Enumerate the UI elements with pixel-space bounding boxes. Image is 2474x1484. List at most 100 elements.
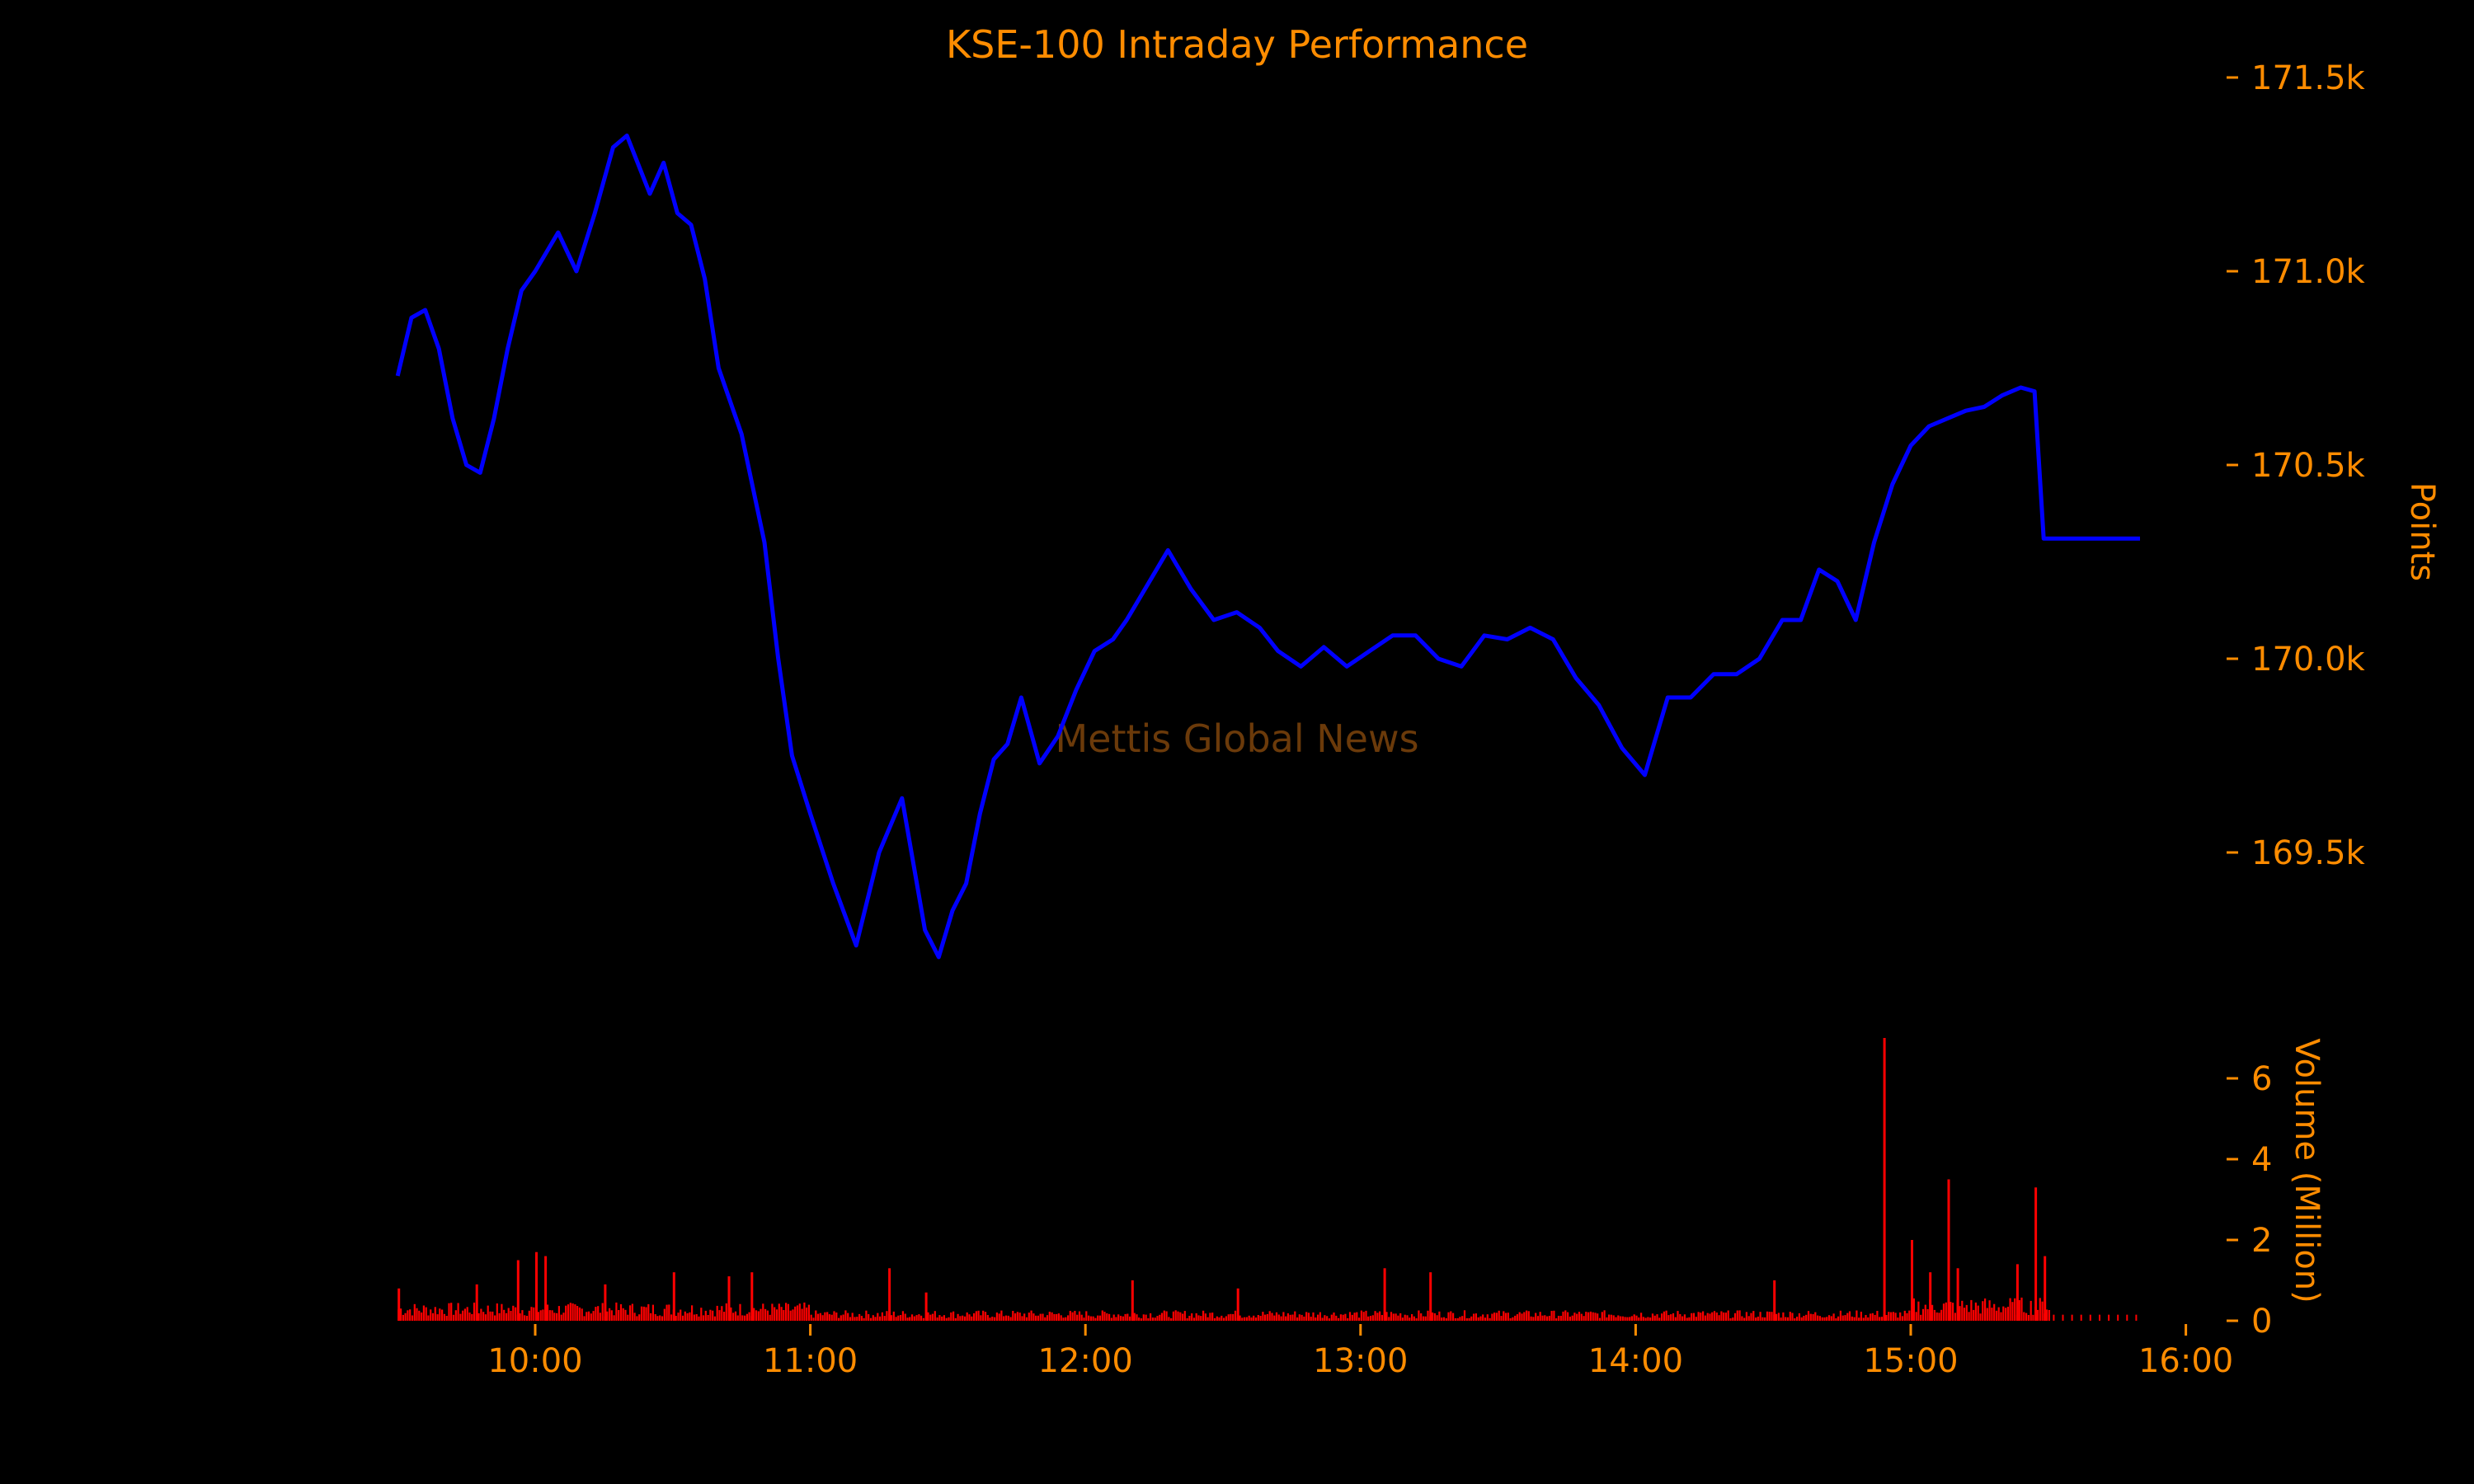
volume-bar bbox=[484, 1314, 487, 1321]
volume-bar bbox=[1809, 1313, 1812, 1321]
volume-bar bbox=[1012, 1311, 1014, 1321]
volume-bar bbox=[1486, 1314, 1489, 1321]
volume-bar bbox=[794, 1306, 797, 1321]
volume-bar bbox=[587, 1311, 590, 1321]
volume-bar bbox=[1122, 1316, 1124, 1321]
volume-bar bbox=[760, 1308, 762, 1321]
time-tick-label: 11:00 bbox=[763, 1342, 858, 1380]
volume-bar bbox=[1376, 1313, 1379, 1321]
volume-bar bbox=[963, 1316, 967, 1321]
volume-bar bbox=[1060, 1315, 1062, 1321]
volume-bar bbox=[595, 1307, 597, 1321]
volume-bar bbox=[1465, 1317, 1468, 1321]
volume-bar bbox=[1688, 1317, 1691, 1321]
volume-bar bbox=[1700, 1313, 1702, 1321]
volume-bar bbox=[1136, 1314, 1138, 1321]
volume-bar bbox=[619, 1303, 623, 1321]
volume-bar bbox=[957, 1313, 959, 1321]
volume-bar bbox=[1489, 1317, 1491, 1321]
price-axis-label: Points bbox=[2403, 482, 2441, 581]
volume-bar bbox=[833, 1311, 835, 1321]
volume-bar bbox=[1518, 1312, 1521, 1321]
volume-bar bbox=[1092, 1316, 1094, 1321]
volume-bar bbox=[1422, 1316, 1425, 1321]
volume-bar bbox=[1303, 1316, 1305, 1321]
volume-bar bbox=[604, 1284, 607, 1321]
volume-bar bbox=[1870, 1313, 1872, 1321]
volume-bar bbox=[915, 1315, 918, 1321]
volume-bar bbox=[1814, 1312, 1817, 1321]
volume-bar bbox=[487, 1305, 489, 1321]
volume-bar bbox=[525, 1316, 529, 1321]
volume-bar bbox=[1807, 1311, 1810, 1321]
volume-bar bbox=[2135, 1314, 2138, 1321]
volume-bar bbox=[645, 1307, 647, 1321]
volume-bar bbox=[459, 1313, 462, 1321]
volume-bar bbox=[1392, 1313, 1395, 1321]
volume-bar bbox=[1963, 1308, 1966, 1321]
volume-bar bbox=[1827, 1315, 1831, 1321]
volume-bar bbox=[1234, 1310, 1237, 1321]
volume-bar bbox=[680, 1309, 682, 1321]
volume-bar bbox=[1342, 1314, 1344, 1321]
volume-bar bbox=[1262, 1312, 1264, 1321]
volume-bar bbox=[1150, 1313, 1152, 1321]
volume-bar bbox=[1177, 1311, 1179, 1321]
volume-bar bbox=[1018, 1313, 1021, 1321]
volume-bar bbox=[1695, 1317, 1697, 1321]
volume-bar bbox=[1463, 1310, 1466, 1321]
volume-bar bbox=[769, 1314, 771, 1321]
volume-bar bbox=[764, 1308, 767, 1321]
volume-bar bbox=[1555, 1318, 1558, 1321]
volume-bar bbox=[411, 1315, 414, 1321]
volume-bar bbox=[1039, 1313, 1042, 1321]
volume-bar bbox=[931, 1313, 934, 1321]
volume-bar bbox=[1209, 1313, 1211, 1321]
volume-bar bbox=[1014, 1313, 1017, 1321]
volume-bar bbox=[1459, 1317, 1461, 1321]
volume-bar bbox=[1794, 1318, 1796, 1321]
volume-bar bbox=[1619, 1316, 1622, 1321]
volume-bar bbox=[1156, 1316, 1159, 1321]
volume-bar bbox=[821, 1315, 824, 1321]
volume-bar bbox=[551, 1310, 553, 1321]
volume-bar bbox=[1704, 1315, 1706, 1321]
volume-bar bbox=[1441, 1317, 1443, 1321]
volume-bar bbox=[1601, 1312, 1603, 1321]
volume-bar bbox=[1968, 1312, 1970, 1321]
volume-bar bbox=[413, 1303, 416, 1321]
volume-bar bbox=[1677, 1311, 1679, 1321]
volume-bar bbox=[1424, 1316, 1427, 1321]
volume-bar bbox=[1110, 1317, 1112, 1321]
volume-bar bbox=[1172, 1311, 1174, 1321]
volume-bar bbox=[1371, 1315, 1374, 1321]
volume-bar bbox=[1897, 1317, 1899, 1321]
volume-bar bbox=[881, 1312, 883, 1321]
volume-bar bbox=[1241, 1317, 1244, 1321]
volume-bar bbox=[624, 1309, 627, 1321]
volume-bar bbox=[1569, 1317, 1571, 1321]
volume-bar bbox=[1328, 1318, 1331, 1321]
volume-bar bbox=[528, 1310, 530, 1321]
volume-bar bbox=[1750, 1313, 1752, 1321]
volume-bar bbox=[816, 1313, 820, 1321]
volume-bar bbox=[1805, 1314, 1808, 1321]
volume-bar bbox=[1548, 1316, 1550, 1321]
volume-bar bbox=[783, 1310, 785, 1321]
volume-bar bbox=[830, 1314, 833, 1321]
volume-bar bbox=[1289, 1314, 1291, 1321]
volume-bar bbox=[774, 1307, 776, 1321]
volume-bar bbox=[686, 1313, 689, 1321]
volume-bar bbox=[1192, 1317, 1196, 1321]
time-tick-label: 14:00 bbox=[1588, 1342, 1683, 1380]
volume-bar bbox=[1326, 1316, 1329, 1321]
volume-bar bbox=[1025, 1317, 1028, 1321]
volume-bar bbox=[2030, 1300, 2032, 1321]
volume-bar bbox=[730, 1307, 732, 1321]
volume-bar bbox=[1285, 1316, 1287, 1321]
volume-bar bbox=[1984, 1298, 1987, 1321]
volume-bar bbox=[1993, 1303, 1996, 1321]
volume-bar bbox=[1259, 1316, 1262, 1321]
volume-bar bbox=[1539, 1312, 1541, 1321]
